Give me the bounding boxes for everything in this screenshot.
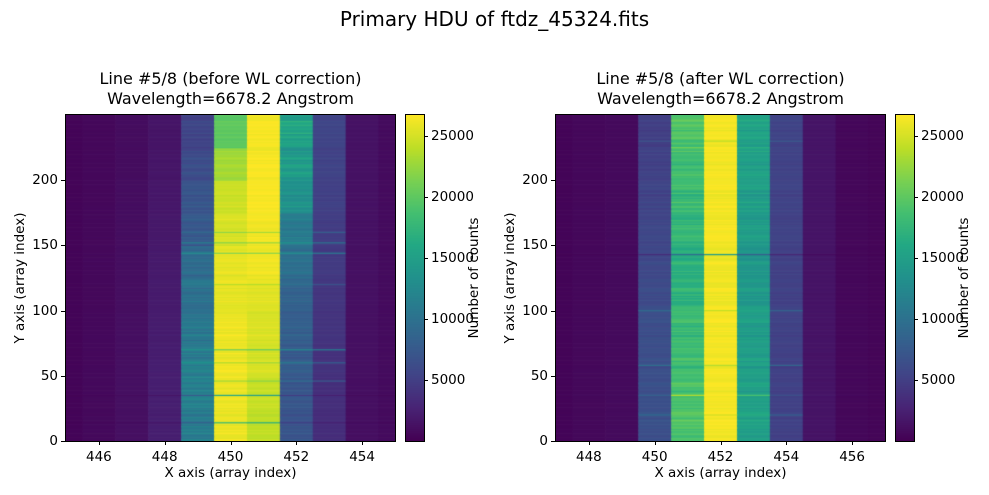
x-tick xyxy=(720,441,722,445)
y-tick-label: 100 xyxy=(32,302,58,319)
y-tick-label: 150 xyxy=(32,237,58,254)
x-tick-label: 446 xyxy=(86,449,112,465)
x-tick-label: 450 xyxy=(217,449,244,465)
y-tick-label: 100 xyxy=(522,302,548,319)
colorbar-tick xyxy=(424,135,428,137)
x-tick-label: 454 xyxy=(773,449,800,465)
colorbar-label-after: Number of counts xyxy=(956,217,972,339)
colorbar-label-before: Number of counts xyxy=(466,217,482,339)
colorbar-tick-label: 10000 xyxy=(431,310,474,327)
y-tick-label: 150 xyxy=(522,237,548,254)
y-tick xyxy=(551,180,555,182)
y-tick xyxy=(551,441,555,442)
heatmap-axes-after xyxy=(555,114,886,442)
figure-suptitle: Primary HDU of ftdz_45324.fits xyxy=(339,7,650,31)
x-tick xyxy=(852,441,854,445)
colorbar-tick xyxy=(424,318,428,320)
colorbar-canvas-before xyxy=(406,115,424,441)
y-tick-label: 50 xyxy=(530,367,548,384)
colorbar-tick xyxy=(914,318,918,320)
y-tick xyxy=(551,245,555,247)
x-tick xyxy=(98,441,100,445)
y-axis-label-after: Y axis (array index) xyxy=(502,212,518,344)
y-tick xyxy=(61,245,65,247)
colorbar-tick xyxy=(424,196,428,198)
x-tick-label: 456 xyxy=(839,449,865,465)
y-tick-label: 200 xyxy=(522,172,548,189)
heatmap-canvas-after xyxy=(556,115,885,441)
colorbar-tick xyxy=(914,379,918,381)
colorbar-tick-label: 10000 xyxy=(921,310,964,327)
x-tick-label: 450 xyxy=(641,449,668,465)
y-tick-label: 0 xyxy=(539,433,548,449)
panel-title-after: Line #5/8 (after WL correction) Waveleng… xyxy=(596,69,845,108)
colorbar-tick-label: 15000 xyxy=(431,249,474,266)
x-axis-label-before: X axis (array index) xyxy=(164,465,297,481)
heatmap-canvas-before xyxy=(66,115,395,441)
colorbar-tick xyxy=(424,379,428,381)
colorbar-tick xyxy=(914,257,918,259)
y-tick-label: 50 xyxy=(40,367,58,384)
x-tick xyxy=(164,441,166,445)
y-tick-label: 200 xyxy=(32,172,58,189)
x-tick xyxy=(654,441,656,445)
y-tick xyxy=(61,441,65,442)
colorbar-tick xyxy=(914,196,918,198)
y-tick xyxy=(61,310,65,312)
colorbar-after xyxy=(895,114,915,442)
y-tick xyxy=(551,310,555,312)
x-tick xyxy=(588,441,590,445)
x-axis-label-after: X axis (array index) xyxy=(654,465,787,481)
y-tick-label: 0 xyxy=(49,433,58,449)
x-tick xyxy=(362,441,364,445)
colorbar-tick-label: 25000 xyxy=(431,127,474,144)
colorbar-tick xyxy=(914,135,918,137)
colorbar-tick-label: 20000 xyxy=(921,188,964,205)
x-tick xyxy=(230,441,232,445)
panel-title-before: Line #5/8 (before WL correction) Wavelen… xyxy=(99,69,362,108)
x-tick xyxy=(296,441,298,445)
y-tick xyxy=(61,180,65,182)
y-tick xyxy=(61,375,65,377)
x-tick xyxy=(786,441,788,445)
colorbar-tick-label: 5000 xyxy=(921,371,956,388)
colorbar-tick-label: 25000 xyxy=(921,127,964,144)
x-tick-label: 448 xyxy=(576,449,602,465)
x-tick-label: 454 xyxy=(349,449,375,465)
x-tick-label: 452 xyxy=(707,449,734,465)
colorbar-tick-label: 20000 xyxy=(431,188,474,205)
colorbar-tick-label: 15000 xyxy=(921,249,964,266)
colorbar-before xyxy=(405,114,425,442)
colorbar-canvas-after xyxy=(896,115,914,441)
colorbar-tick xyxy=(424,257,428,259)
y-axis-label-before: Y axis (array index) xyxy=(12,212,28,344)
heatmap-axes-before xyxy=(65,114,396,442)
x-tick-label: 448 xyxy=(151,449,178,465)
x-tick-label: 452 xyxy=(283,449,310,465)
colorbar-tick-label: 5000 xyxy=(431,371,466,388)
y-tick xyxy=(551,375,555,377)
